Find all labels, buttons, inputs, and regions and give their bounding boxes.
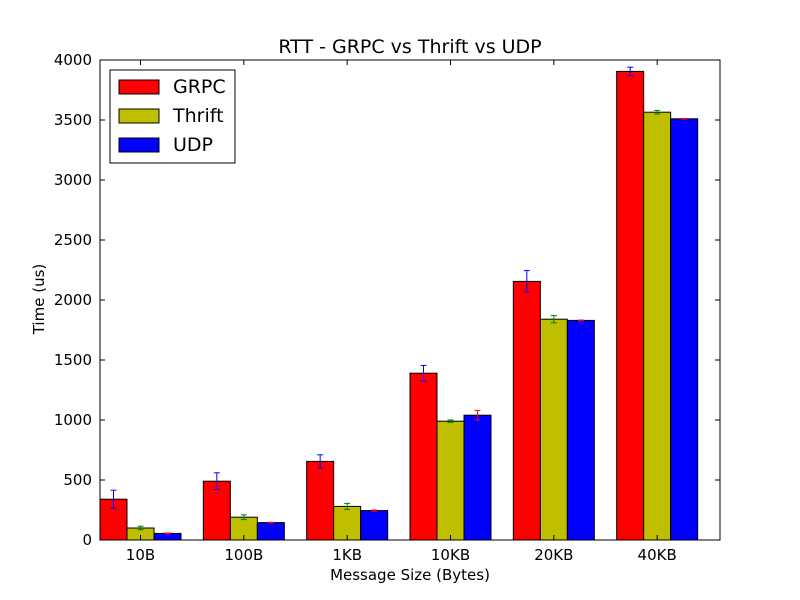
bar-grpc-1kb [306, 460, 335, 541]
legend-swatch-thrift [118, 108, 160, 124]
x-tick-label: 20KB [534, 546, 573, 564]
legend: GRPC Thrift UDP [109, 69, 236, 164]
bar-udp-20kb [566, 319, 595, 541]
legend-label-thrift: Thrift [172, 105, 224, 127]
error-bar-thrift-20kb [550, 315, 557, 324]
y-tick-label: 500 [63, 471, 92, 489]
bars-layer [99, 70, 699, 541]
legend-swatch-grpc [118, 79, 160, 95]
y-tick-label: 4000 [54, 51, 92, 69]
bar-thrift-1kb [333, 505, 362, 541]
bar-grpc-100b [202, 480, 231, 541]
y-tick-label: 0 [82, 531, 92, 549]
x-tick-label: 1KB [332, 546, 362, 564]
error-bar-grpc-40kb [627, 66, 634, 77]
error-bar-udp-10b [164, 532, 171, 535]
x-tick-label: 100B [224, 546, 263, 564]
error-bar-udp-40kb [681, 117, 688, 120]
error-bar-udp-20kb [577, 319, 584, 322]
ticks-layer: 0 500 1000 1500 2000 2500 3000 3500 4000 10B 100B 1… [54, 51, 720, 564]
legend-label-grpc: GRPC [173, 76, 226, 98]
y-tick-label: 1500 [54, 351, 92, 369]
x-tick-label: 10KB [431, 546, 470, 564]
x-tick-label: 10B [126, 546, 155, 564]
error-bar-thrift-100b [240, 514, 247, 521]
y-tick-label: 3000 [54, 171, 92, 189]
legend-label-udp: UDP [173, 134, 213, 156]
y-tick-label: 2500 [54, 231, 92, 249]
bar-grpc-20kb [512, 280, 541, 541]
bar-thrift-20kb [539, 318, 568, 541]
bar-udp-10kb [463, 414, 492, 541]
bar-grpc-10kb [409, 372, 438, 541]
error-bar-grpc-1kb [317, 454, 324, 469]
error-bar-thrift-10b [137, 525, 144, 531]
x-tick-label: 40KB [638, 546, 677, 564]
y-tick-label: 3500 [54, 111, 92, 129]
y-tick-label: 2000 [54, 291, 92, 309]
error-bar-udp-1kb [371, 509, 378, 512]
error-bar-thrift-10kb [447, 419, 454, 423]
error-bar-udp-100b [267, 521, 274, 524]
bar-udp-40kb [670, 118, 699, 541]
bar-grpc-40kb [616, 70, 645, 541]
bar-thrift-40kb [643, 111, 672, 541]
y-axis-title: Time (us) [30, 264, 48, 336]
x-axis-title: Message Size (Bytes) [330, 566, 490, 584]
error-bars-layer [110, 66, 688, 535]
chart-title: RTT - GRPC vs Thrift vs UDP [278, 36, 541, 58]
error-bar-thrift-40kb [654, 109, 661, 115]
legend-swatch-udp [118, 137, 160, 153]
bar-udp-100b [256, 522, 285, 541]
error-bar-grpc-10kb [420, 364, 427, 382]
bar-udp-1kb [360, 510, 389, 541]
error-bar-udp-10kb [474, 409, 481, 421]
y-tick-label: 1000 [54, 411, 92, 429]
error-bar-grpc-20kb [523, 270, 530, 293]
bar-udp-10b [153, 532, 182, 541]
bar-thrift-10kb [436, 420, 465, 541]
error-bar-thrift-1kb [344, 502, 351, 510]
error-bar-grpc-10b [110, 489, 117, 509]
error-bar-grpc-100b [213, 472, 220, 491]
